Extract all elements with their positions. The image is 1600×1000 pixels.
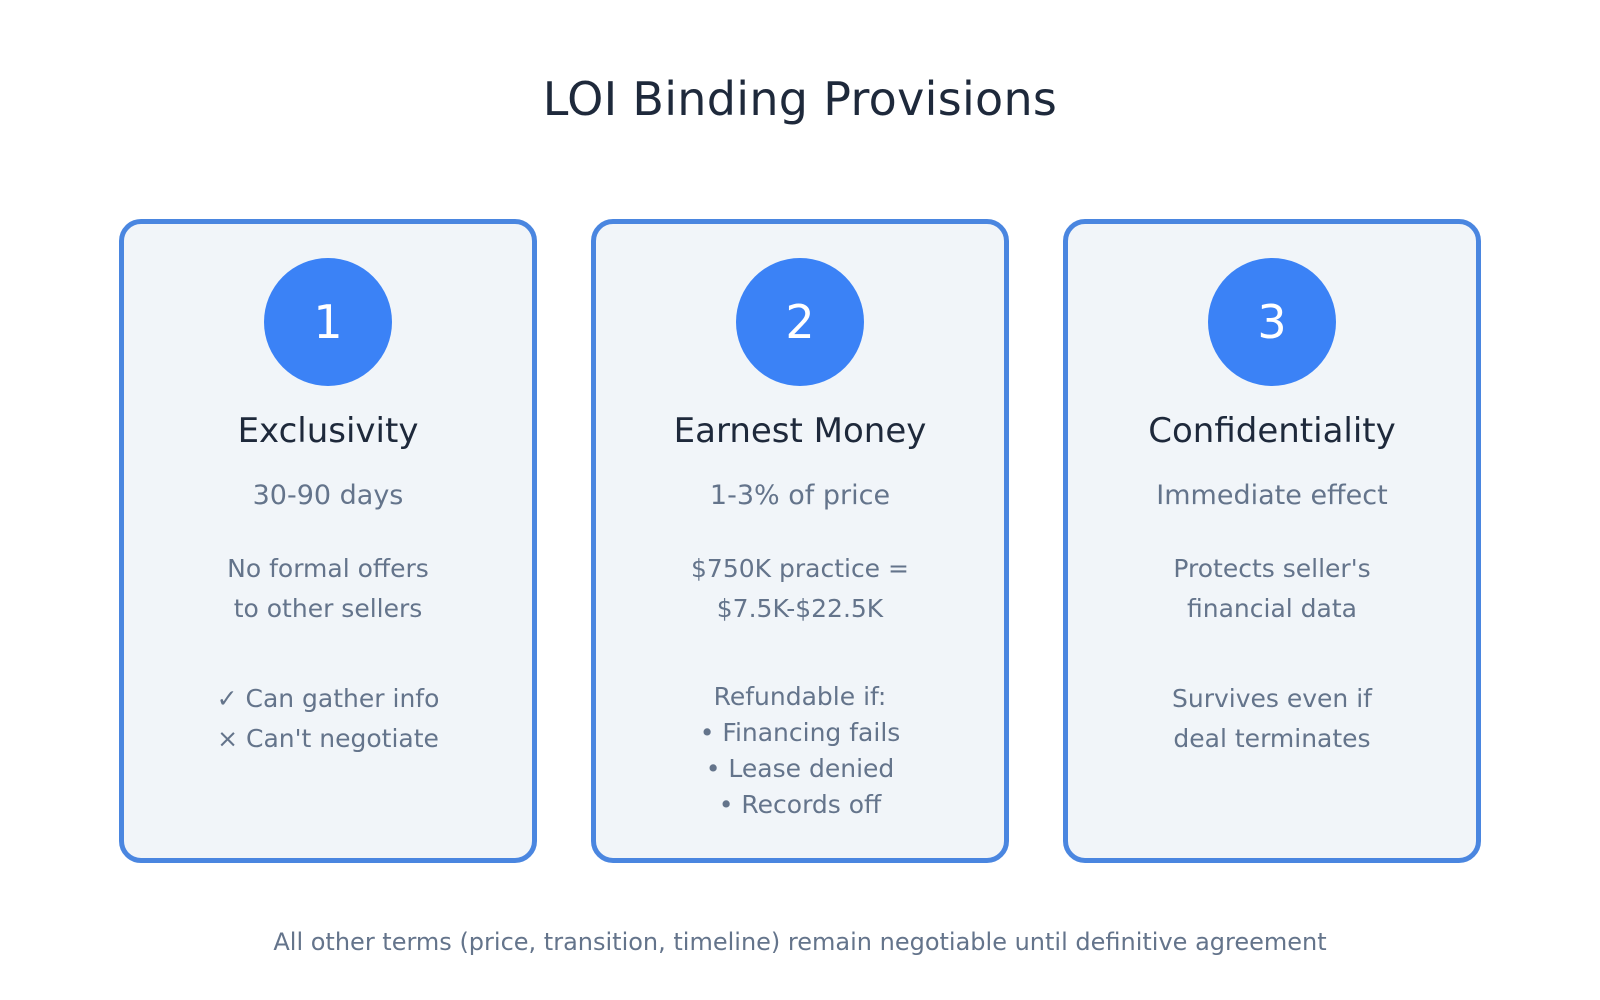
card-title: Earnest Money <box>673 411 927 451</box>
description-line: No formal offers <box>227 554 429 583</box>
card-description: Protects seller's financial data <box>1068 549 1476 629</box>
description-line: financial data <box>1187 594 1357 623</box>
card-title: Exclusivity <box>237 411 419 451</box>
note-line: Refundable if: <box>713 682 887 711</box>
step-number-badge: 2 <box>736 258 864 386</box>
step-number-badge: 3 <box>1208 258 1336 386</box>
card-notes: Survives even if deal terminates <box>1068 679 1476 759</box>
card-description: No formal offers to other sellers <box>124 549 532 629</box>
diagram-title: LOI Binding Provisions <box>542 72 1058 126</box>
card-notes: Refundable if: • Financing fails • Lease… <box>596 679 1004 823</box>
note-line-cross: × Can't negotiate <box>217 724 439 753</box>
card-description: $750K practice = $7.5K-$22.5K <box>596 549 1004 629</box>
note-bullet: • Financing fails <box>699 718 901 747</box>
description-line: Protects seller's <box>1173 554 1371 583</box>
description-line: to other sellers <box>233 594 423 623</box>
description-line: $7.5K-$22.5K <box>716 594 884 623</box>
step-number-badge: 1 <box>264 258 392 386</box>
note-line: deal terminates <box>1173 724 1371 753</box>
card-subtitle: 30-90 days <box>252 480 404 511</box>
provision-card-earnest-money: 2 Earnest Money 1-3% of price $750K prac… <box>591 219 1009 863</box>
provision-card-confidentiality: 3 Confidentiality Immediate effect Prote… <box>1063 219 1481 863</box>
note-bullet: • Records off <box>718 790 882 819</box>
note-line: Survives even if <box>1172 684 1372 713</box>
footer-note: All other terms (price, transition, time… <box>273 928 1327 956</box>
card-subtitle: 1-3% of price <box>709 480 891 511</box>
note-bullet: • Lease denied <box>705 754 895 783</box>
provision-card-exclusivity: 1 Exclusivity 30-90 days No formal offer… <box>119 219 537 863</box>
card-title: Confidentiality <box>1148 411 1396 451</box>
description-line: $750K practice = <box>691 554 909 583</box>
note-line-check: ✓ Can gather info <box>216 684 440 713</box>
card-notes: ✓ Can gather info × Can't negotiate <box>124 679 532 759</box>
card-subtitle: Immediate effect <box>1156 480 1388 511</box>
